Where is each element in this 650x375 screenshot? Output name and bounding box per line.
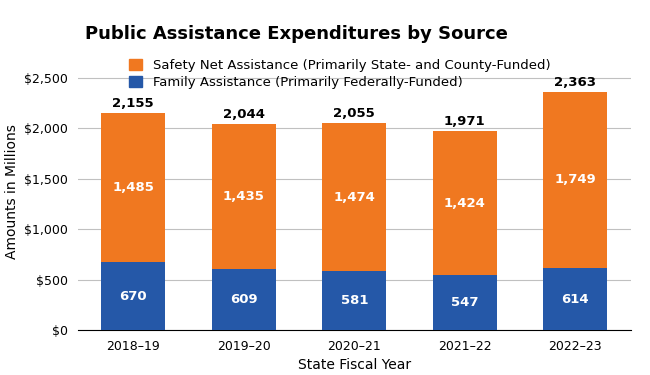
Text: 547: 547 xyxy=(451,296,478,309)
Bar xyxy=(212,268,276,330)
Text: 609: 609 xyxy=(230,293,257,306)
Bar xyxy=(543,92,607,268)
Bar xyxy=(101,113,165,262)
Text: Public Assistance Expenditures by Source: Public Assistance Expenditures by Source xyxy=(84,25,508,43)
Text: 1,474: 1,474 xyxy=(333,190,375,204)
Text: 2,155: 2,155 xyxy=(112,97,154,110)
Text: 1,749: 1,749 xyxy=(554,173,596,186)
Text: 581: 581 xyxy=(341,294,368,307)
Text: 2,044: 2,044 xyxy=(223,108,265,121)
Bar xyxy=(212,124,276,268)
Bar xyxy=(322,272,386,330)
Text: 1,435: 1,435 xyxy=(223,190,265,203)
Text: 1,485: 1,485 xyxy=(112,181,154,194)
Text: 1,971: 1,971 xyxy=(444,116,486,128)
Text: 614: 614 xyxy=(562,292,589,306)
Text: 1,424: 1,424 xyxy=(444,196,486,210)
Bar xyxy=(433,131,497,275)
Bar xyxy=(322,123,386,272)
Bar xyxy=(433,275,497,330)
Y-axis label: Amounts in Millions: Amounts in Millions xyxy=(5,124,19,259)
Text: 2,055: 2,055 xyxy=(333,107,375,120)
Bar xyxy=(101,262,165,330)
Bar xyxy=(543,268,607,330)
X-axis label: State Fiscal Year: State Fiscal Year xyxy=(298,358,411,372)
Text: 670: 670 xyxy=(120,290,147,303)
Legend: Safety Net Assistance (Primarily State- and County-Funded), Family Assistance (P: Safety Net Assistance (Primarily State- … xyxy=(129,59,550,89)
Text: 2,363: 2,363 xyxy=(554,76,596,89)
